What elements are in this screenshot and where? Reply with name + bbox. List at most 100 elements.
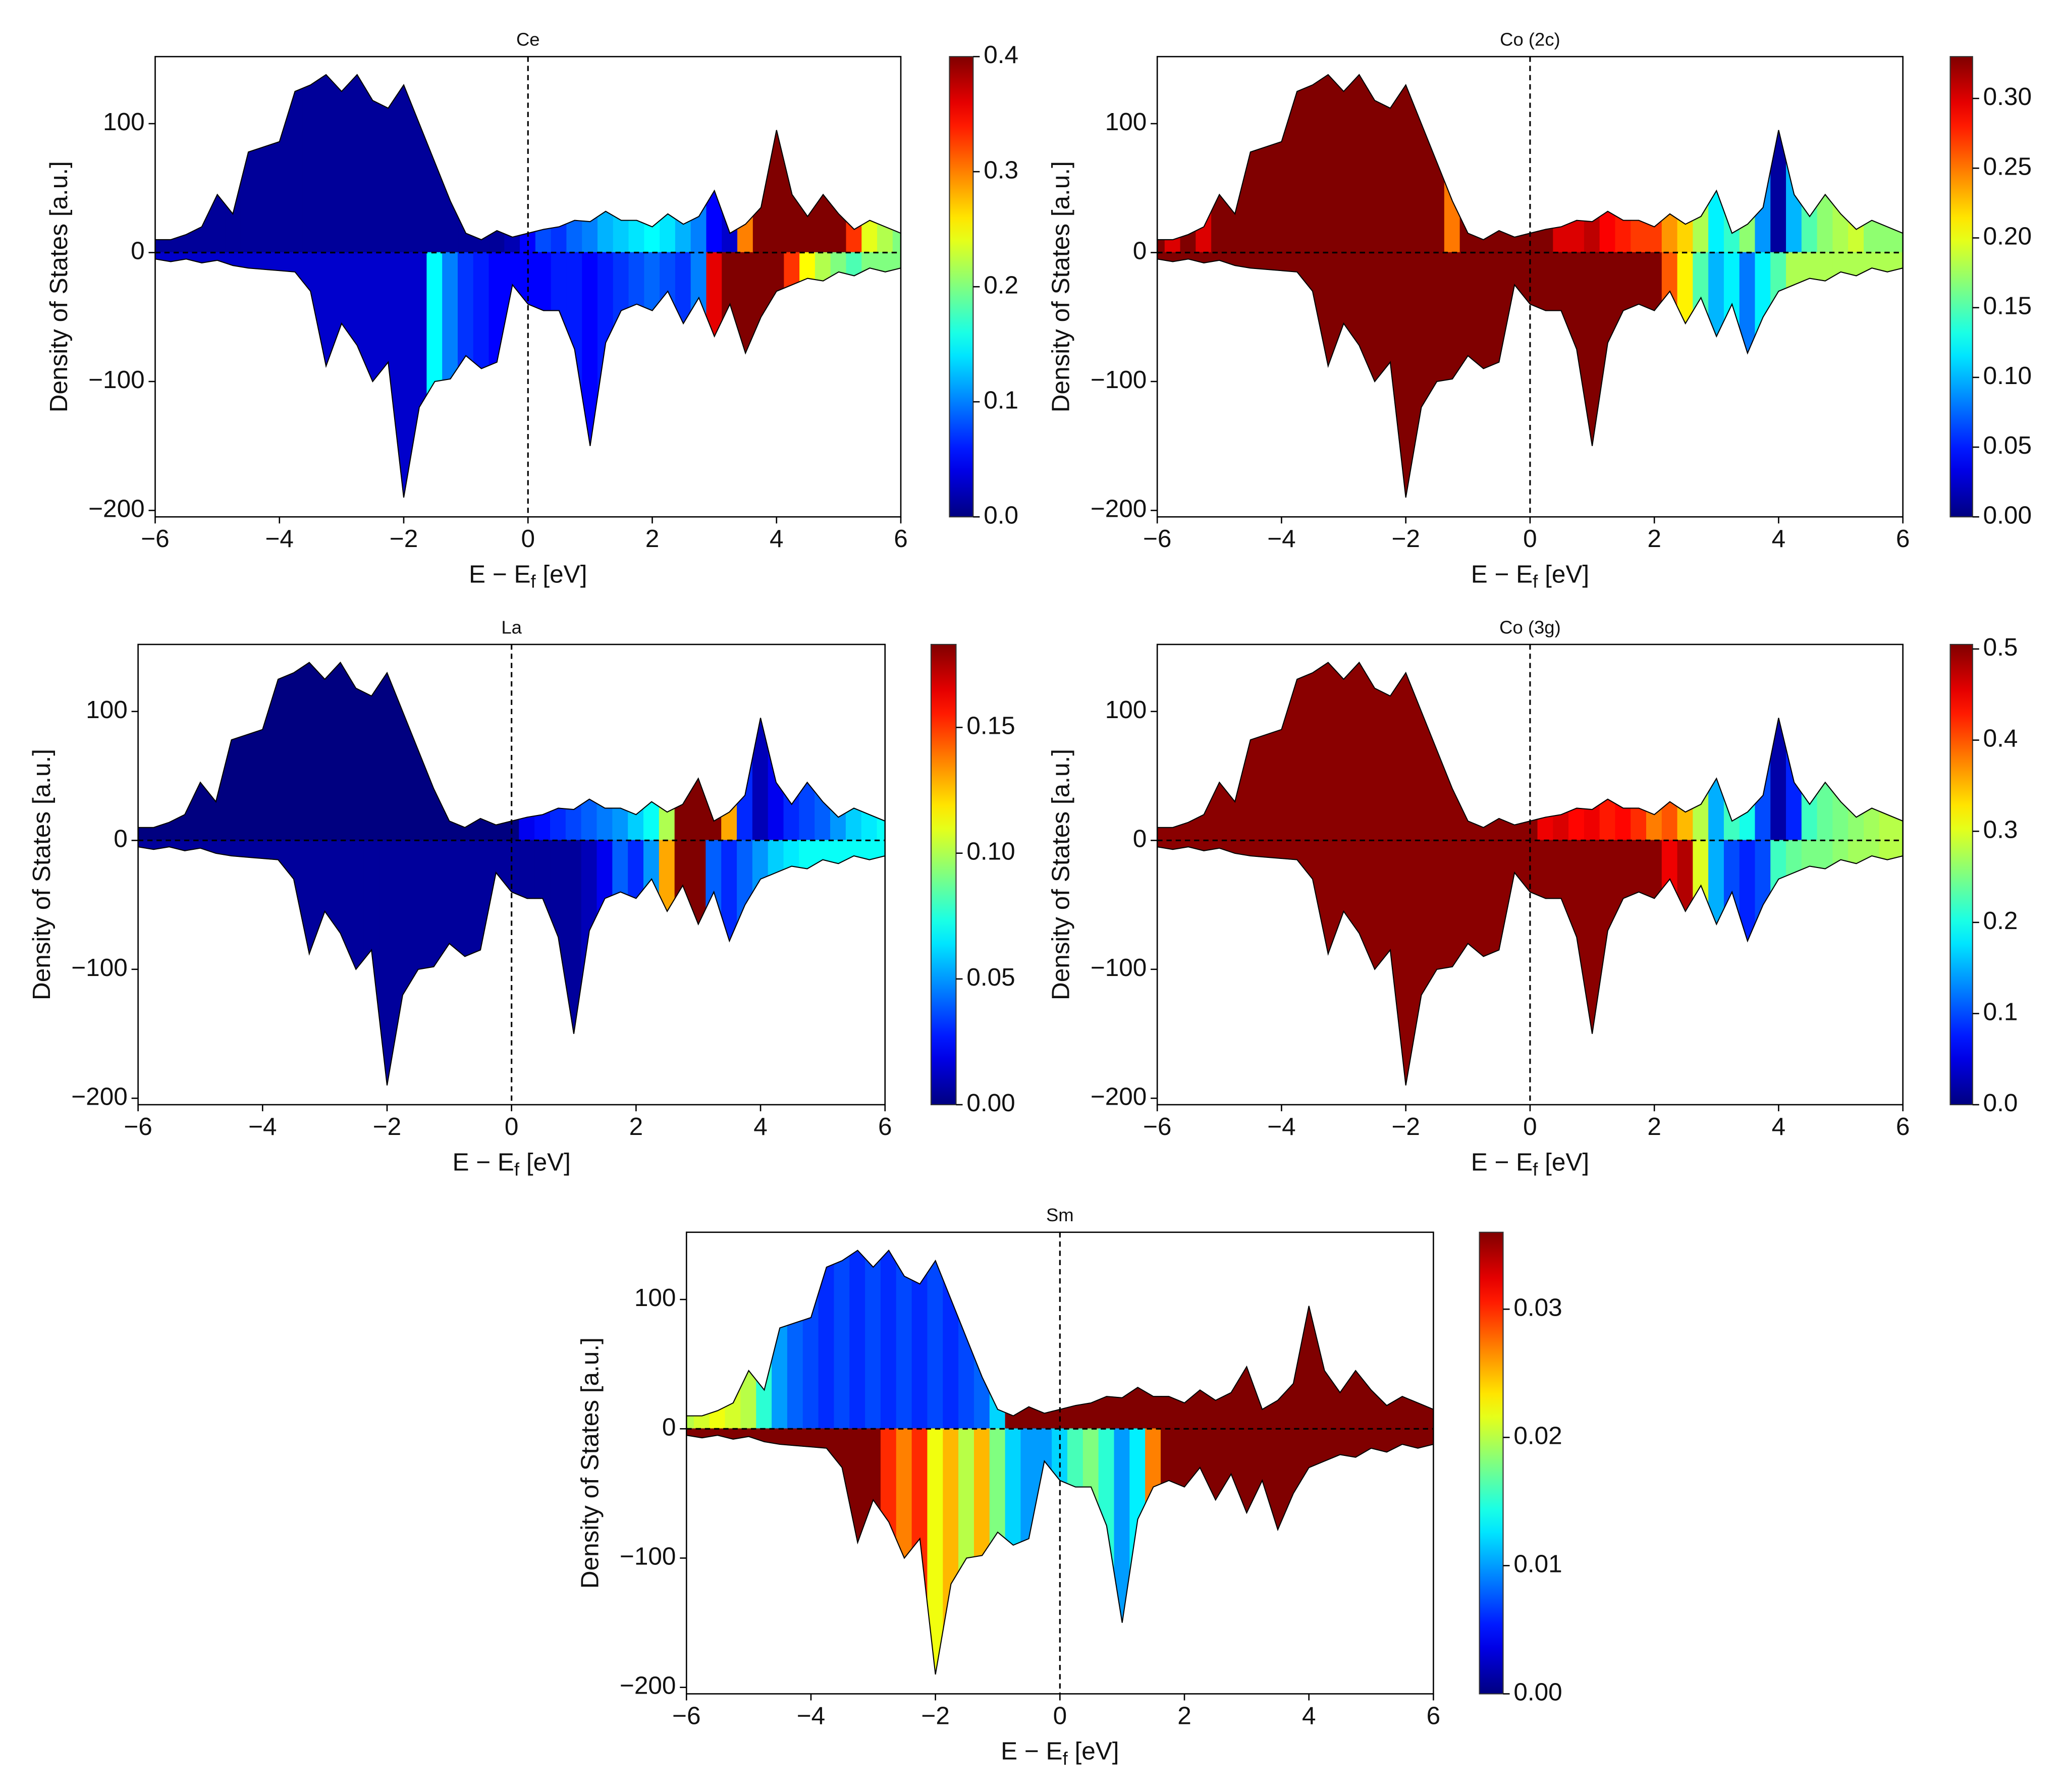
- dos-segment: [581, 840, 598, 983]
- dos-segment: [628, 807, 644, 841]
- dos-segment: [193, 210, 210, 253]
- colorbar-tick-label: 0.03: [1513, 1293, 1562, 1321]
- dos-segment: [1599, 798, 1616, 841]
- dos-segment: [394, 840, 411, 1041]
- dos-segment: [1413, 252, 1430, 453]
- dos-segment: [349, 252, 365, 364]
- dos-segment: [877, 817, 886, 841]
- x-tick-label: 4: [770, 525, 784, 553]
- x-tick-label: −4: [1267, 525, 1295, 553]
- dos-segment: [364, 252, 381, 383]
- dos-segment: [535, 228, 552, 253]
- dos-segment: [943, 1428, 959, 1630]
- dos-segment: [1475, 252, 1492, 369]
- dos-segment: [943, 1280, 959, 1430]
- dos-segment: [1145, 1428, 1162, 1503]
- x-tick-label: 6: [1896, 1113, 1910, 1141]
- dos-segment: [784, 162, 800, 253]
- dos-segment: [1258, 731, 1274, 841]
- dos-segment: [783, 840, 800, 870]
- dos-segment: [880, 1250, 897, 1430]
- dos-segment: [1351, 840, 1368, 952]
- dos-segment: [1191, 1428, 1209, 1484]
- colorbar: [1949, 56, 1973, 518]
- dos-segment: [877, 252, 894, 273]
- y-tick-label: −200: [1091, 495, 1147, 523]
- colorbar-tick-label: 0.25: [1983, 152, 2032, 180]
- dos-segment: [332, 840, 349, 952]
- dos-segment: [1351, 252, 1368, 364]
- dos-segment: [1459, 840, 1476, 957]
- dos-segment: [519, 815, 535, 841]
- dos-segment: [644, 252, 661, 311]
- colorbar-tick-label: 0.10: [966, 838, 1015, 865]
- y-axis-label: Density of States [a.u.]: [1047, 161, 1075, 412]
- dos-segment: [1211, 781, 1228, 841]
- y-tick-label: −200: [71, 1082, 128, 1110]
- dos-outline: [138, 846, 886, 1085]
- dos-segment: [1300, 1428, 1317, 1482]
- dos-segment: [846, 252, 862, 277]
- x-axis-label-part: E − E: [1471, 561, 1533, 588]
- dos-segment: [1145, 1391, 1162, 1430]
- dos-segment: [1242, 252, 1259, 269]
- dos-segment: [1894, 229, 1904, 253]
- dos-segment: [254, 704, 271, 841]
- dos-segment: [441, 840, 458, 957]
- x-tick-label: 2: [1647, 1113, 1661, 1141]
- dos-segment: [489, 252, 505, 366]
- y-axis-label: Density of States [a.u.]: [1047, 749, 1075, 1000]
- dos-segment: [752, 252, 770, 336]
- dos-segment: [799, 252, 816, 283]
- dos-segment: [1770, 252, 1787, 306]
- dos-segment: [1098, 1396, 1115, 1430]
- dos-segment: [269, 675, 287, 841]
- dos-segment: [1226, 252, 1243, 267]
- x-tick-label: −2: [921, 1702, 949, 1729]
- dos-segment: [799, 782, 816, 841]
- x-axis-label-part: [eV]: [536, 561, 587, 588]
- dos-segment: [1242, 840, 1259, 857]
- dos-segment: [269, 840, 287, 871]
- dos-segment: [877, 840, 886, 858]
- dos-segment: [892, 252, 901, 270]
- dos-segment: [1599, 840, 1616, 983]
- dos-segment: [239, 731, 255, 841]
- dos-segment: [1444, 181, 1461, 253]
- dos-segment: [1413, 840, 1430, 1041]
- dos-segment: [756, 1428, 773, 1444]
- dos-segment: [1273, 704, 1290, 841]
- dos-segment: [1553, 252, 1569, 331]
- dos-segment: [1755, 840, 1771, 924]
- dos-segment: [1382, 252, 1399, 430]
- x-tick-label: −6: [1143, 1113, 1171, 1141]
- colorbar-tick-label: 0.4: [984, 41, 1018, 69]
- dos-segment: [1444, 252, 1461, 381]
- dos-segment: [1382, 683, 1399, 841]
- dos-segment: [849, 1250, 866, 1430]
- dos-segment: [787, 1428, 804, 1447]
- x-tick-label: 6: [1896, 525, 1910, 553]
- x-tick-label: 6: [1427, 1702, 1441, 1729]
- dos-segment: [1347, 1370, 1364, 1430]
- dos-segment: [628, 252, 645, 308]
- dos-segment: [425, 840, 442, 969]
- dos-segment: [1894, 252, 1904, 270]
- colorbar-tick-label: 0.3: [1983, 816, 2018, 843]
- dos-segment: [613, 252, 630, 327]
- dos-segment: [534, 840, 551, 918]
- dos-segment: [472, 840, 489, 954]
- colorbar-tick-label: 0.01: [1513, 1550, 1562, 1578]
- dos-segment: [1801, 840, 1818, 870]
- dos-segment: [1817, 840, 1833, 870]
- y-tick-label: 100: [634, 1284, 676, 1312]
- dos-segment: [1832, 791, 1849, 841]
- dos-outline: [686, 1434, 1434, 1675]
- dos-segment: [1176, 1428, 1193, 1488]
- colorbar-tick-label: 0.1: [984, 386, 1018, 414]
- dos-segment: [582, 252, 599, 446]
- dos-segment: [1160, 1428, 1177, 1485]
- dos-segment: [1786, 750, 1803, 841]
- dos-segment: [1067, 1403, 1084, 1430]
